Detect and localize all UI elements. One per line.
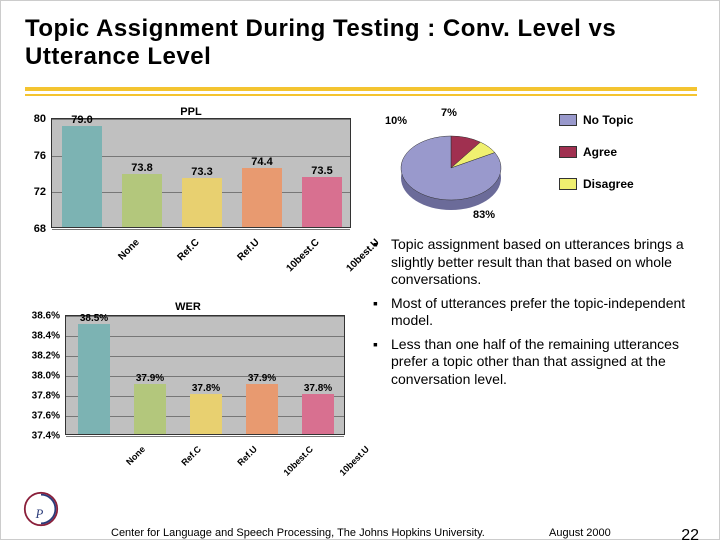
legend-swatch [559, 178, 577, 190]
bullet-text: Topic assignment based on utterances bri… [391, 236, 703, 289]
bullet-item: ▪Most of utterances prefer the topic-ind… [373, 295, 703, 330]
slide-title: Topic Assignment During Testing : Conv. … [25, 15, 697, 70]
pie-slice-label: 10% [385, 115, 407, 127]
wer-category-label: Ref.U [212, 444, 259, 491]
bullet-item: ▪Less than one half of the remaining utt… [373, 336, 703, 389]
wer-bar [246, 384, 278, 434]
clsp-logo-icon: P [23, 491, 59, 527]
legend-label: Disagree [583, 177, 634, 191]
legend-swatch [559, 114, 577, 126]
legend-item: Agree [559, 145, 699, 159]
ppl-bar [182, 178, 222, 227]
bullet-marker-icon: ▪ [373, 295, 391, 330]
wer-plot-area: 37.4%37.6%37.8%38.0%38.2%38.4%38.6%38.5%… [65, 315, 345, 435]
wer-bar-value: 37.9% [136, 373, 164, 384]
footer-center-text: Center for Language and Speech Processin… [111, 527, 485, 539]
wer-ytick-label: 38.4% [32, 331, 60, 342]
bullet-marker-icon: ▪ [373, 336, 391, 389]
ppl-bar-value: 73.3 [191, 166, 212, 178]
wer-bar [78, 324, 110, 434]
wer-ytick-label: 38.2% [32, 351, 60, 362]
pie-chart: 10% 7% 83% [381, 106, 511, 226]
wer-ytick-label: 38.0% [32, 371, 60, 382]
ppl-ytick-label: 68 [34, 223, 46, 235]
ppl-bar [122, 174, 162, 227]
ppl-bar-value: 73.5 [311, 165, 332, 177]
ppl-ytick-label: 72 [34, 186, 46, 198]
title-rule [25, 81, 697, 96]
ppl-bar [62, 126, 102, 227]
ppl-category-label: Ref.C [152, 237, 202, 287]
footer-date: August 2000 [549, 527, 611, 539]
ppl-category-label: Ref.U [212, 237, 262, 287]
pie-legend: No Topic Agree Disagree [559, 113, 699, 209]
svg-text:P: P [35, 507, 44, 521]
ppl-bar-value: 74.4 [251, 156, 272, 168]
legend-swatch [559, 146, 577, 158]
wer-bar [302, 394, 334, 434]
ppl-category-label: 10best.C [272, 237, 322, 287]
footer-page-number: 22 [681, 527, 699, 545]
wer-bar-chart: WER 37.4%37.6%37.8%38.0%38.2%38.4%38.6%3… [23, 301, 353, 481]
bullet-item: ▪Topic assignment based on utterances br… [373, 236, 703, 289]
bullet-text: Most of utterances prefer the topic-inde… [391, 295, 703, 330]
slide: Topic Assignment During Testing : Conv. … [0, 0, 720, 540]
ppl-category-label: None [92, 237, 142, 287]
ppl-bar-value: 73.8 [131, 162, 152, 174]
wer-category-label: 10best.C [268, 444, 315, 491]
ppl-bar-value: 79.0 [71, 114, 92, 126]
wer-bar [190, 394, 222, 434]
wer-category-label: Ref.C [156, 444, 203, 491]
ppl-ytick-label: 76 [34, 150, 46, 162]
ppl-plot-area: 6872768079.0None73.8Ref.C73.3Ref.U74.410… [51, 118, 351, 228]
legend-item: No Topic [559, 113, 699, 127]
pie-slice-label: 83% [473, 209, 495, 221]
ppl-bar [302, 177, 342, 227]
ppl-bar-chart: PPL 6872768079.0None73.8Ref.C73.3Ref.U74… [31, 106, 351, 256]
ppl-ytick-label: 80 [34, 113, 46, 125]
wer-bar [134, 384, 166, 434]
pie-svg: 10% 7% 83% [381, 106, 511, 226]
wer-bar-value: 37.8% [304, 383, 332, 394]
wer-category-label: None [100, 444, 147, 491]
bullet-list: ▪Topic assignment based on utterances br… [373, 236, 703, 394]
wer-ytick-label: 37.8% [32, 391, 60, 402]
bullet-text: Less than one half of the remaining utte… [391, 336, 703, 389]
wer-chart-title: WER [23, 301, 353, 313]
legend-item: Disagree [559, 177, 699, 191]
wer-ytick-label: 38.6% [32, 311, 60, 322]
legend-label: No Topic [583, 113, 633, 127]
legend-label: Agree [583, 145, 617, 159]
wer-category-label: 10best.U [324, 444, 371, 491]
bullet-marker-icon: ▪ [373, 236, 391, 289]
ppl-bar [242, 168, 282, 227]
pie-slice-label: 7% [441, 107, 457, 119]
wer-ytick-label: 37.6% [32, 411, 60, 422]
wer-bar-value: 38.5% [80, 313, 108, 324]
wer-bar-value: 37.9% [248, 373, 276, 384]
wer-bar-value: 37.8% [192, 383, 220, 394]
wer-ytick-label: 37.4% [32, 431, 60, 442]
